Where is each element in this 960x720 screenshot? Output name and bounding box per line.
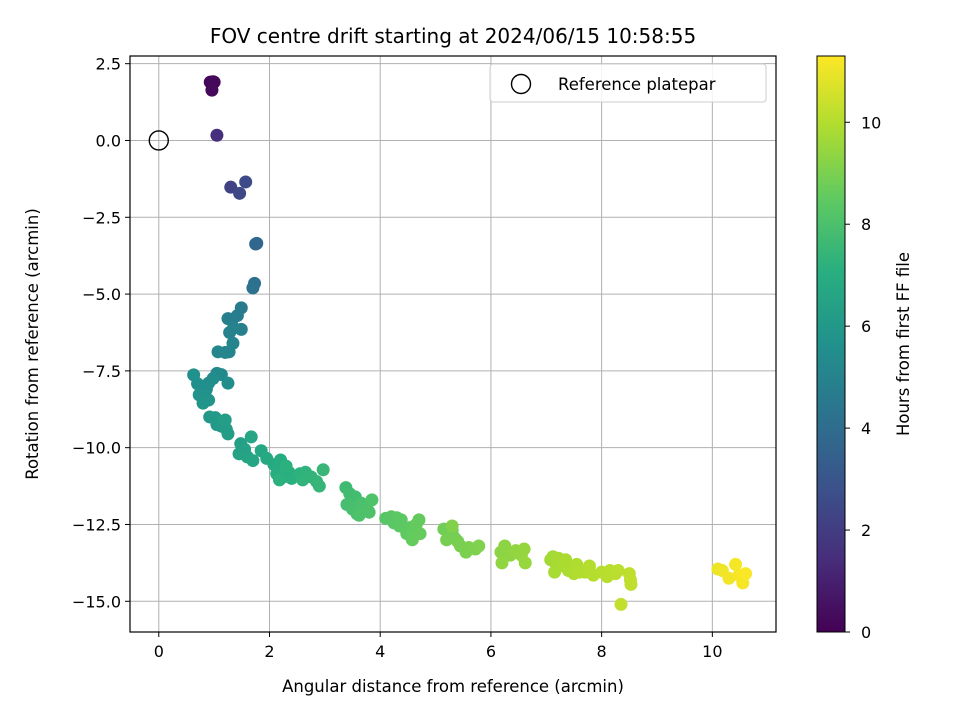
data-point [244, 430, 258, 444]
data-point [440, 533, 454, 547]
colorbar-tick-label: 10 [861, 113, 881, 132]
chart-title: FOV centre drift starting at 2024/06/15 … [210, 24, 696, 48]
data-point [559, 553, 573, 567]
y-tick-label: −5.0 [82, 285, 121, 304]
data-point [233, 186, 247, 200]
data-point [739, 567, 753, 581]
x-tick-label: 2 [264, 642, 274, 661]
data-point [249, 237, 263, 251]
x-tick-label: 8 [597, 642, 607, 661]
reference-platepar-marker [148, 130, 169, 151]
data-point [495, 556, 509, 570]
data-point [187, 368, 201, 382]
legend-entry-reference-platepar: Reference platepar [558, 75, 716, 94]
x-axis-ticks: 0 2 4 6 8 10 [154, 632, 723, 661]
y-tick-label: −15.0 [72, 592, 121, 611]
data-point [272, 473, 286, 487]
data-point [279, 459, 293, 473]
y-tick-label: −7.5 [82, 362, 121, 381]
data-point [472, 539, 486, 553]
data-point [412, 513, 426, 527]
y-tick-label: 2.5 [96, 55, 121, 74]
x-axis-label: Angular distance from reference (arcmin) [282, 677, 624, 696]
data-point [221, 427, 235, 441]
data-point [518, 556, 532, 570]
colorbar-tick-label: 6 [861, 317, 871, 336]
x-tick-label: 4 [375, 642, 385, 661]
y-axis-ticks: 2.5 0.0 −2.5 −5.0 −7.5 −10.0 −12.5 −15.0 [72, 55, 130, 611]
data-point [196, 396, 210, 410]
data-point [517, 542, 531, 556]
y-tick-label: −10.0 [72, 439, 121, 458]
data-point [246, 281, 260, 295]
colorbar-gradient [816, 55, 846, 633]
data-point [223, 325, 237, 339]
colorbar-tick-label: 4 [861, 419, 871, 438]
data-point [362, 505, 376, 519]
data-point [611, 564, 625, 578]
plot-frame [129, 55, 777, 633]
data-points [187, 75, 753, 611]
x-tick-label: 6 [486, 642, 496, 661]
colorbar-tick-label: 8 [861, 215, 871, 234]
y-tick-label: −2.5 [82, 208, 121, 227]
data-point [729, 557, 743, 571]
data-point [218, 413, 232, 427]
legend-box [489, 63, 767, 103]
data-point [246, 454, 260, 468]
reference-point [148, 130, 169, 151]
data-point [221, 376, 235, 390]
data-point [352, 508, 366, 522]
colorbar-tick-label: 2 [861, 521, 871, 540]
legend-marker-reference [510, 73, 532, 95]
x-tick-label: 0 [154, 642, 164, 661]
data-point [405, 533, 419, 547]
data-point [205, 83, 219, 97]
data-point [722, 571, 736, 585]
colorbar-label: Hours from first FF file [894, 252, 913, 436]
data-point [365, 493, 379, 507]
data-point [445, 519, 459, 533]
data-point [210, 128, 224, 142]
data-point [312, 479, 326, 493]
legend: Reference platepar [489, 63, 767, 103]
y-tick-label: −12.5 [72, 515, 121, 534]
data-point [614, 597, 628, 611]
data-point [624, 577, 638, 591]
colorbar-ticks: 0 2 4 6 8 10 [845, 113, 881, 642]
data-point [239, 175, 253, 189]
colorbar-tick-label: 0 [861, 623, 871, 642]
colorbar: 0 2 4 6 8 10 Hours from first FF file [816, 55, 913, 642]
data-point [316, 463, 330, 477]
y-axis-label: Rotation from reference (arcmin) [23, 208, 42, 480]
y-tick-label: 0.0 [96, 131, 121, 150]
data-point [211, 345, 225, 359]
x-tick-label: 10 [702, 642, 722, 661]
